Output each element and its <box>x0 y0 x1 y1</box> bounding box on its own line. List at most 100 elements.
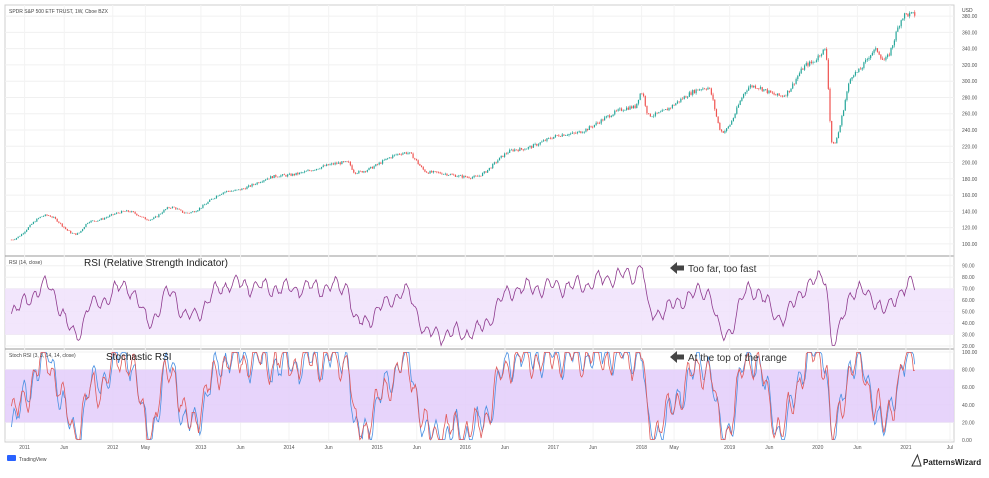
candle-body <box>890 47 892 56</box>
candle-body <box>139 215 141 217</box>
candle-body <box>626 107 628 111</box>
candle-body <box>359 170 362 172</box>
candle-body <box>515 149 518 151</box>
candle-body <box>422 167 424 170</box>
candle-body <box>770 90 772 93</box>
candle-body <box>892 45 894 48</box>
candle-body <box>434 171 436 172</box>
candle-body <box>473 175 475 178</box>
candle-body <box>863 62 865 68</box>
candle-body <box>439 172 441 174</box>
candle-body <box>749 85 751 88</box>
candle-body <box>224 191 226 193</box>
candle-body <box>449 174 451 176</box>
price-tick-label: 320.00 <box>962 63 978 69</box>
candle-body <box>676 101 679 104</box>
candle-body <box>639 93 641 100</box>
candle-body <box>500 155 502 158</box>
time-tick-label: Jun <box>501 445 509 451</box>
candle-body <box>627 107 629 110</box>
candle-body <box>407 153 409 154</box>
candle-body <box>656 112 658 114</box>
candle-body <box>856 71 858 73</box>
candle-body <box>739 100 741 105</box>
candle-body <box>222 192 224 194</box>
candle-body <box>302 172 304 173</box>
candle-body <box>537 144 540 146</box>
candle-body <box>56 218 58 222</box>
candle-body <box>556 135 558 136</box>
candle-body <box>687 96 689 98</box>
candle-body <box>751 85 753 88</box>
candle-body <box>380 162 382 164</box>
candle-body <box>471 177 473 179</box>
stoch-annotation: Stochastic RSI <box>106 352 172 363</box>
candle-body <box>237 189 240 191</box>
price-tick-label: 240.00 <box>962 128 978 134</box>
candle-body <box>803 65 806 70</box>
candle-body <box>832 142 834 143</box>
candle-body <box>97 220 99 222</box>
candle-body <box>205 203 207 205</box>
candle-body <box>766 89 768 94</box>
candle-body <box>390 157 392 159</box>
candle-body <box>620 108 623 111</box>
candle-body <box>812 62 814 64</box>
rsi-tick-label: 20.00 <box>962 344 975 350</box>
candle-body <box>588 126 590 130</box>
candle-body <box>76 233 79 235</box>
stoch-line-group <box>11 351 916 441</box>
candle-body <box>229 191 231 192</box>
candle-body <box>426 171 428 173</box>
candle-body <box>53 217 55 218</box>
candle-body <box>254 184 257 185</box>
candle-body <box>190 212 192 214</box>
candle-body <box>358 170 360 174</box>
candle-body <box>195 211 197 213</box>
candle-body <box>129 211 131 213</box>
candle-body <box>193 211 196 213</box>
candle-body <box>395 154 397 156</box>
price-tick-label: 220.00 <box>962 144 978 150</box>
candle-body <box>480 175 482 177</box>
candle-body <box>470 178 472 179</box>
time-tick-label: Jun <box>853 445 861 451</box>
candle-body <box>276 176 279 178</box>
candle-body <box>737 104 740 108</box>
candle-body <box>409 152 411 154</box>
candle-body <box>900 20 902 27</box>
candle-body <box>226 190 228 192</box>
candle-body <box>610 116 612 118</box>
candle-body <box>732 117 735 122</box>
candle-body <box>717 116 719 124</box>
candle-body <box>239 189 241 191</box>
candle-body <box>381 160 384 164</box>
price-unit-label: USD <box>962 8 973 14</box>
candle-body <box>495 162 497 163</box>
time-tick-label: 2015 <box>372 445 383 451</box>
price-tick-label: 100.00 <box>962 242 978 248</box>
candle-body <box>741 97 743 101</box>
tradingview-icon <box>7 455 16 461</box>
candle-body <box>281 174 284 176</box>
candle-body <box>66 228 68 231</box>
candle-body <box>802 68 804 70</box>
candle-body <box>266 178 268 180</box>
candle-body <box>375 164 377 167</box>
candle-body <box>295 172 297 176</box>
candle-body <box>149 219 151 221</box>
stoch-tick-label: 20.00 <box>962 420 975 426</box>
rsi-callout-text: Too far, too fast <box>688 264 757 275</box>
candle-body <box>19 236 21 237</box>
candle-body <box>39 216 41 219</box>
candle-body <box>197 210 199 212</box>
candle-body <box>529 146 531 148</box>
candle-body <box>58 221 60 223</box>
time-tick-label: Jul <box>947 445 953 451</box>
candle-body <box>849 79 851 84</box>
candle-body <box>541 141 543 143</box>
candle-body <box>668 107 670 111</box>
candle-body <box>115 212 118 214</box>
